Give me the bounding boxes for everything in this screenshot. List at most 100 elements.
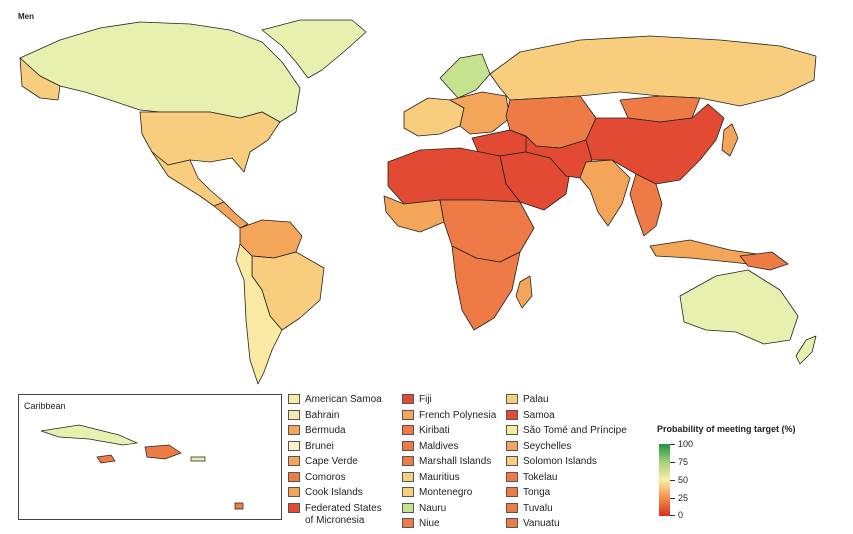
legend-label: Maldives [419,440,459,452]
legend-swatch [506,394,518,404]
legend-item: Vanuatu [506,518,627,534]
legend-swatch [506,487,518,497]
region-canada [19,21,301,123]
legend-item: Palau [506,394,627,410]
colorbar [659,444,670,516]
legend-item: Marshall Islands [402,456,496,472]
legend-swatch [402,471,414,482]
legend-item: Federated States of Micronesia [288,502,385,531]
colorbar-tick: 75 [670,457,688,467]
legend-item: Comoros [288,471,385,488]
legend-label: Comoros [305,471,346,483]
legend-label: Fiji [419,394,432,405]
region-puerto-rico [190,456,206,462]
legend-label: Samoa [523,409,555,421]
legend-label: Marshall Islands [419,456,492,467]
legend-swatch [402,425,414,435]
legend-item: Tonga [506,487,627,503]
region-hispaniola [144,444,182,460]
legend-item: Fiji [402,394,496,410]
legend-item: French Polynesia [402,409,497,426]
colorbar-tick: 25 [670,493,688,503]
legend-label: American Samoa [305,394,382,405]
legend-swatch [288,409,300,420]
legend-item: Mauritius [402,471,496,488]
region-europe-west [403,97,465,137]
colorbar-title: Probability of meeting target (%) [657,424,796,434]
region-alaska [19,57,61,101]
legend-column-2: Fiji French Polynesia Kiribati Maldives … [402,394,496,534]
region-new-zealand [795,335,817,365]
legend-item: São Tomé and Príncipe [506,425,627,441]
region-cuba [40,424,139,446]
legend-item: Brunei [288,440,385,457]
legend-label: Mauritius [419,471,460,483]
region-russia [489,35,817,107]
legend-swatch [506,502,518,513]
region-japan [721,123,739,157]
region-south-america-south [235,243,283,385]
region-madagascar [515,275,533,309]
legend-item: Tuvalu [506,502,627,519]
legend-label: São Tomé and Príncipe [523,425,627,436]
legend-swatch [506,425,518,435]
region-scandinavia [439,53,491,99]
colorbar-tick: 100 [670,439,693,449]
legend-swatch [402,502,414,513]
region-china [585,103,725,185]
region-southern-africa [451,245,521,331]
legend-item: Seychelles [506,440,627,457]
legend-swatch [506,518,518,528]
legend-label: French Polynesia [419,409,497,421]
legend-swatch [402,456,414,466]
region-west-africa [383,195,445,233]
legend-swatch [288,456,300,466]
legend-swatch [402,409,414,420]
region-india [579,159,631,227]
legend-swatch [288,487,300,497]
legend-swatch [402,440,414,451]
legend-item: Maldives [402,440,496,457]
legend-label: Vanuatu [523,518,560,529]
legend-item: Cape Verde [288,456,385,472]
legend-item: Tokelau [506,471,627,488]
legend-swatch [506,471,518,482]
legend-label: Brunei [305,440,334,452]
legend-label: Palau [523,394,549,405]
colorbar-tick: 0 [670,510,683,520]
legend-item: Cook Islands [288,487,385,503]
region-australia [679,269,799,345]
legend-label: Tonga [523,487,551,498]
legend-item: Niue [402,518,496,534]
legend-swatch [288,394,300,404]
map-title: Men [18,12,34,21]
legend-label: Solomon Islands [523,456,597,467]
legend-item: Kiribati [402,425,496,441]
region-south-america-north [239,219,303,259]
region-new-guinea [739,251,789,271]
legend-item: Bahrain [288,409,385,426]
legend-swatch [402,394,414,404]
legend-swatch [288,425,300,435]
legend-swatch [506,409,518,420]
legend-swatch [288,471,300,482]
legend-label: Nauru [419,502,447,514]
legend-item: Montenegro [402,487,496,503]
legend-swatch [402,518,414,528]
legend-label: Montenegro [419,487,473,498]
legend-swatch [288,440,300,451]
region-jamaica [96,454,116,464]
legend-swatch [506,456,518,466]
inset-label: Caribbean [24,401,66,411]
region-southeast-asia [629,173,663,237]
region-north-africa [387,147,521,205]
legend-column-3: Palau Samoa São Tomé and Príncipe Seyche… [506,394,627,534]
region-central-america [213,201,249,229]
legend-column-1: American Samoa Bahrain Bermuda Brunei Ca… [288,394,385,531]
legend-swatch [288,502,300,513]
legend-label: Cape Verde [305,456,358,467]
legend-label: Bahrain [305,409,340,421]
legend-swatch [506,440,518,451]
legend-label: Seychelles [523,440,572,452]
